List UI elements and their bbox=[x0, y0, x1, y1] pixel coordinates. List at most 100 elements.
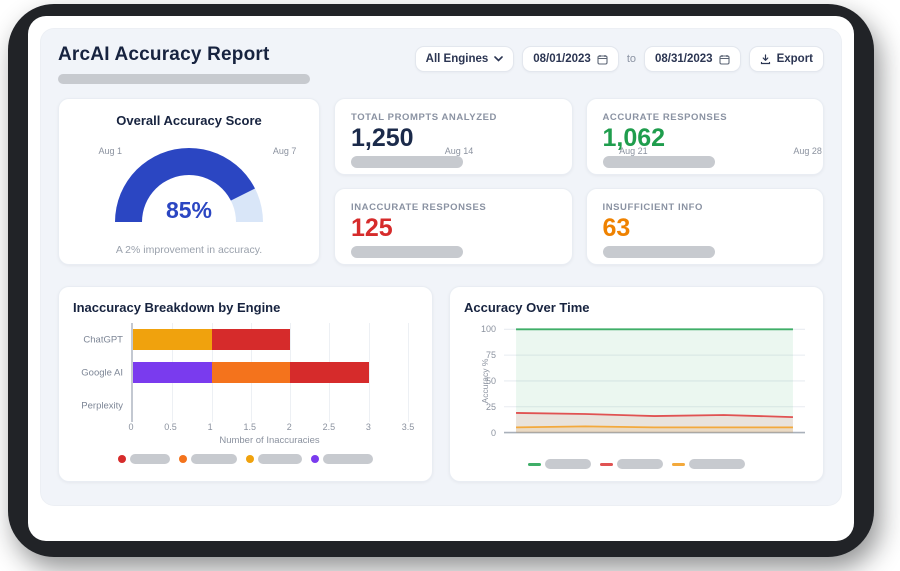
date-from-value: 08/01/2023 bbox=[533, 53, 591, 65]
legend-item bbox=[600, 459, 663, 469]
stat-grid: TOTAL PROMPTS ANALYZED 1,250 ACCURATE RE… bbox=[334, 98, 824, 265]
legend-item bbox=[528, 459, 591, 469]
legend-swatch-icon bbox=[528, 463, 541, 466]
x-tick-label: Aug 14 bbox=[445, 146, 474, 156]
accuracy-over-time-chart-card: Accuracy Over Time Accuracy % 0255075100… bbox=[449, 286, 824, 482]
date-to-input[interactable]: 08/31/2023 bbox=[644, 46, 741, 72]
legend-swatch-icon bbox=[179, 455, 187, 463]
bar-row: Google AI bbox=[131, 356, 408, 389]
gauge-value: 85% bbox=[115, 197, 263, 224]
y-tick-label: 75 bbox=[486, 350, 496, 360]
bar-track bbox=[133, 329, 408, 350]
redacted-legend-label bbox=[617, 459, 663, 469]
stat-label: INACCURATE RESPONSES bbox=[351, 202, 556, 213]
redacted-legend-label bbox=[258, 454, 302, 464]
redacted-subtitle-bar bbox=[58, 74, 310, 84]
dashboard-surface: ArcAI Accuracy Report All Engines 08/01/… bbox=[40, 28, 842, 506]
header-controls: All Engines 08/01/2023 to 08/31/2023 bbox=[415, 46, 824, 72]
title-block: ArcAI Accuracy Report bbox=[58, 44, 310, 84]
page-title: ArcAI Accuracy Report bbox=[58, 44, 310, 66]
redacted-text-bar bbox=[603, 246, 715, 258]
line-chart-legend bbox=[464, 459, 809, 469]
download-icon bbox=[760, 54, 771, 65]
line-chart-x-ticks: Aug 1Aug 7Aug 14Aug 21Aug 28 bbox=[80, 146, 838, 159]
export-button[interactable]: Export bbox=[749, 46, 824, 72]
calendar-icon bbox=[719, 54, 730, 65]
legend-item bbox=[118, 454, 170, 464]
x-tick-label: 1 bbox=[208, 422, 213, 432]
redacted-legend-label bbox=[323, 454, 373, 464]
x-tick-label: 2 bbox=[287, 422, 292, 432]
engine-filter-select[interactable]: All Engines bbox=[415, 46, 515, 72]
stat-value: 63 bbox=[603, 215, 808, 241]
bar-category-label: Perplexity bbox=[73, 400, 123, 411]
stat-label: ACCURATE RESPONSES bbox=[603, 112, 808, 123]
y-tick-label: 50 bbox=[486, 376, 496, 386]
x-tick-label: 3 bbox=[366, 422, 371, 432]
chart-title: Accuracy Over Time bbox=[464, 300, 809, 315]
stat-label: INSUFFICIENT INFO bbox=[603, 202, 808, 213]
bar-track bbox=[133, 362, 408, 383]
accuracy-gauge: 85% bbox=[115, 148, 263, 222]
stat-label: TOTAL PROMPTS ANALYZED bbox=[351, 112, 556, 123]
bar-segment-red bbox=[212, 329, 291, 350]
bar-track bbox=[133, 395, 408, 416]
inaccuracy-breakdown-chart-card: Inaccuracy Breakdown by Engine ChatGPTGo… bbox=[58, 286, 433, 482]
header: ArcAI Accuracy Report All Engines 08/01/… bbox=[58, 44, 824, 84]
date-from-input[interactable]: 08/01/2023 bbox=[522, 46, 619, 72]
x-tick-label: 1.5 bbox=[243, 422, 256, 432]
bar-segment-orange bbox=[212, 362, 291, 383]
chart-title: Inaccuracy Breakdown by Engine bbox=[73, 300, 418, 315]
x-tick-label: Aug 21 bbox=[619, 146, 648, 156]
date-range-to-label: to bbox=[627, 53, 636, 65]
gauge-title: Overall Accuracy Score bbox=[73, 113, 305, 128]
x-tick-label: 3.5 bbox=[402, 422, 415, 432]
window-frame: ArcAI Accuracy Report All Engines 08/01/… bbox=[8, 4, 874, 557]
stat-card-total-prompts: TOTAL PROMPTS ANALYZED 1,250 bbox=[334, 98, 573, 175]
legend-swatch-icon bbox=[246, 455, 254, 463]
x-tick-label: 0 bbox=[128, 422, 133, 432]
bar-category-label: Google AI bbox=[73, 367, 123, 378]
chevron-down-icon bbox=[494, 56, 503, 62]
bar-category-label: ChatGPT bbox=[73, 334, 123, 345]
legend-item bbox=[672, 459, 745, 469]
bar-segment-red bbox=[290, 362, 369, 383]
legend-item bbox=[179, 454, 237, 464]
bar-chart-plot: ChatGPTGoogle AIPerplexity bbox=[131, 323, 408, 422]
stat-card-insufficient-info: INSUFFICIENT INFO 63 bbox=[586, 188, 825, 265]
legend-swatch-icon bbox=[600, 463, 613, 466]
x-tick-label: Aug 28 bbox=[793, 146, 822, 156]
redacted-legend-label bbox=[689, 459, 745, 469]
line-chart-y-ticks: 0255075100 bbox=[478, 323, 500, 441]
date-to-value: 08/31/2023 bbox=[655, 53, 713, 65]
redacted-legend-label bbox=[191, 454, 237, 464]
bar-row: ChatGPT bbox=[131, 323, 408, 356]
stats-row: Overall Accuracy Score 85% A 2% improvem… bbox=[58, 98, 824, 265]
export-label: Export bbox=[777, 53, 813, 65]
line-chart-canvas bbox=[504, 323, 805, 441]
bar-segment-amber bbox=[133, 329, 212, 350]
x-tick-label: 2.5 bbox=[323, 422, 336, 432]
y-tick-label: 100 bbox=[481, 324, 496, 334]
redacted-legend-label bbox=[545, 459, 591, 469]
redacted-text-bar bbox=[351, 246, 463, 258]
legend-swatch-icon bbox=[311, 455, 319, 463]
stat-value: 125 bbox=[351, 215, 556, 241]
bar-chart-legend bbox=[73, 454, 418, 464]
stat-card-accurate-responses: ACCURATE RESPONSES 1,062 bbox=[586, 98, 825, 175]
legend-swatch-icon bbox=[118, 455, 126, 463]
redacted-legend-label bbox=[130, 454, 170, 464]
legend-item bbox=[246, 454, 302, 464]
charts-row: Inaccuracy Breakdown by Engine ChatGPTGo… bbox=[58, 286, 824, 482]
bar-chart-x-axis-label: Number of Inaccuracies bbox=[121, 435, 418, 446]
app-window: ArcAI Accuracy Report All Engines 08/01/… bbox=[28, 16, 854, 541]
calendar-icon bbox=[597, 54, 608, 65]
overall-accuracy-card: Overall Accuracy Score 85% A 2% improvem… bbox=[58, 98, 320, 265]
bar-segment-purple bbox=[133, 362, 212, 383]
x-tick-label: Aug 1 bbox=[99, 146, 123, 156]
engine-filter-value: All Engines bbox=[426, 53, 489, 65]
bar-chart-x-ticks: 00.511.522.533.5 bbox=[131, 422, 408, 435]
line-chart-plot: Accuracy % 0255075100 bbox=[464, 323, 809, 441]
legend-item bbox=[311, 454, 373, 464]
gauge-caption: A 2% improvement in accuracy. bbox=[73, 244, 305, 256]
